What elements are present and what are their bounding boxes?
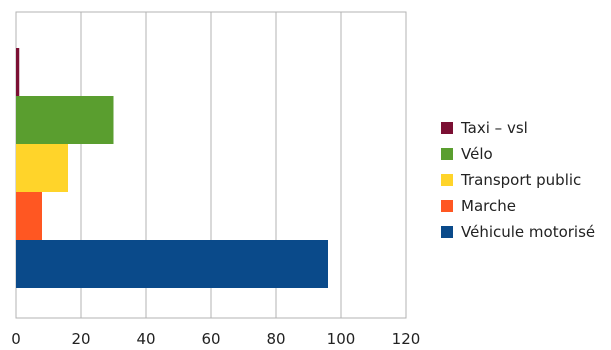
x-axis-ticks: 0 20 40 60 80 100 120 <box>11 330 421 348</box>
bar-5 <box>16 240 328 288</box>
x-tick-label: 120 <box>392 330 421 346</box>
x-tick-label: 40 <box>136 330 155 346</box>
x-tick-label: 60 <box>201 330 220 346</box>
bar-2 <box>16 96 114 144</box>
bars <box>16 48 328 288</box>
bar-4 <box>16 192 42 240</box>
x-tick-label: 0 <box>11 330 21 346</box>
plot-area: 0 20 40 60 80 100 120 <box>11 11 421 348</box>
legend-swatch <box>441 122 453 134</box>
legend-swatch <box>441 226 453 238</box>
legend-label: Vélo <box>461 145 493 163</box>
x-tick-label: 80 <box>266 330 285 346</box>
legend-swatch <box>441 174 453 186</box>
legend-label: Véhicule motorisé <box>461 223 595 241</box>
legend-label: Transport public <box>460 171 581 189</box>
x-tick-label: 100 <box>327 330 356 346</box>
legend-swatch <box>441 148 453 160</box>
legend: Taxi – vsl Vélo Transport public Marche Véhi… <box>441 119 595 241</box>
legend-swatch <box>441 200 453 212</box>
x-tick-label: 20 <box>71 330 90 346</box>
bar-3 <box>16 144 68 192</box>
legend-label: Taxi – vsl <box>460 119 528 137</box>
legend-label: Marche <box>461 197 516 215</box>
bar-1 <box>16 48 20 96</box>
